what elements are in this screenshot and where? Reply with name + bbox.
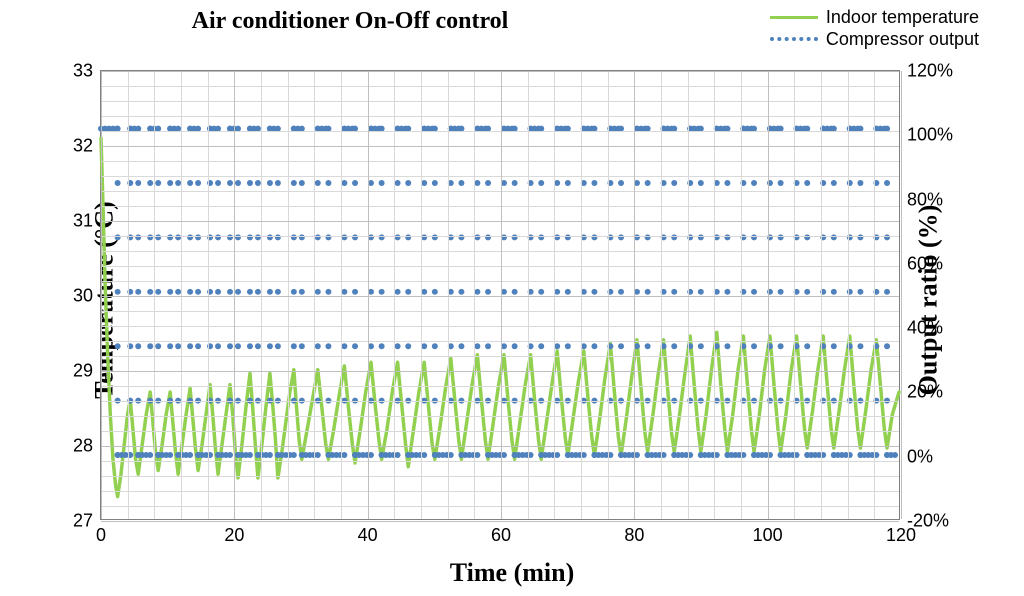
y2-tick-label: 80% <box>899 189 943 210</box>
x-tick-label: 60 <box>491 519 511 546</box>
x-tick-label: 80 <box>624 519 644 546</box>
y2-tick-label: 60% <box>899 253 943 274</box>
y2-tick-label: -20% <box>899 511 949 532</box>
y2-tick-label: 0% <box>899 446 933 467</box>
chart-container: Air conditioner On-Off control Indoor te… <box>0 0 1024 596</box>
x-tick-label: 20 <box>224 519 244 546</box>
y1-tick-label: 31 <box>73 211 101 232</box>
plot-area: 02040608010012027282930313233-20%0%20%40… <box>100 70 900 520</box>
y1-tick-label: 33 <box>73 61 101 82</box>
y1-tick-label: 32 <box>73 136 101 157</box>
legend-item-indoor-temperature: Indoor temperature <box>770 6 979 28</box>
legend-label: Indoor temperature <box>826 7 979 28</box>
y2-tick-label: 40% <box>899 318 943 339</box>
y2-tick-label: 120% <box>899 61 953 82</box>
y1-tick-label: 28 <box>73 436 101 457</box>
y2-tick-label: 100% <box>899 125 953 146</box>
legend-swatch-line-icon <box>770 16 818 19</box>
chart-title: Air conditioner On-Off control <box>100 8 600 35</box>
y2-tick-label: 20% <box>899 382 943 403</box>
y1-tick-label: 27 <box>73 511 101 532</box>
plot-svg <box>101 71 899 519</box>
y1-tick-label: 29 <box>73 361 101 382</box>
legend: Indoor temperature Compressor output <box>770 6 979 50</box>
y1-tick-label: 30 <box>73 286 101 307</box>
legend-label: Compressor output <box>826 29 979 50</box>
y2-axis-label: Output ratio (%) <box>914 205 944 396</box>
x-tick-label: 40 <box>358 519 378 546</box>
legend-swatch-dotted-icon <box>770 37 818 41</box>
x-tick-label: 100 <box>753 519 783 546</box>
legend-item-compressor-output: Compressor output <box>770 28 979 50</box>
x-axis-label: Time (min) <box>450 558 574 588</box>
